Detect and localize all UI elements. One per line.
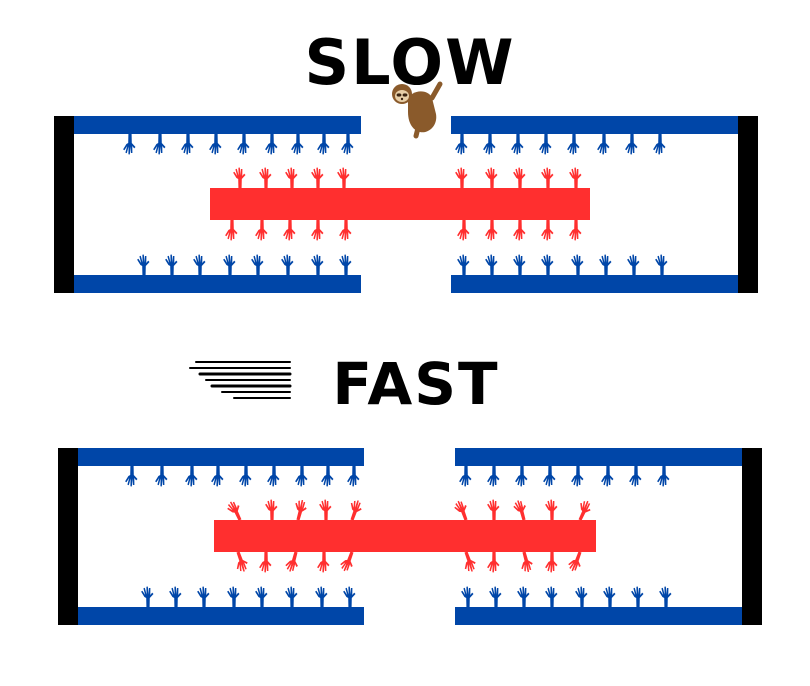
- thin-filament-top-left: [74, 116, 361, 134]
- thin-filament-top-right: [455, 448, 742, 466]
- z-disc-right: [742, 448, 762, 625]
- sloth-icon: [392, 81, 443, 139]
- thick-filament: [214, 520, 596, 552]
- thick-filament: [210, 188, 590, 220]
- thin-filament-top-right: [451, 116, 738, 134]
- z-disc-left: [58, 448, 78, 625]
- thin-filament-bottom-right: [455, 607, 742, 625]
- thin-filament-top-left: [78, 448, 364, 466]
- panel-title-slow: SLOW: [304, 26, 515, 99]
- thin-filament-bottom-left: [78, 607, 364, 625]
- speed-lines-icon: [189, 361, 292, 399]
- panel-fast: FAST: [58, 350, 762, 625]
- thin-filament-bottom-left: [74, 275, 361, 293]
- panel-title-fast: FAST: [332, 350, 499, 418]
- panel-slow: SLOW: [54, 26, 758, 293]
- z-disc-left: [54, 116, 74, 293]
- thin-filament-bottom-right: [451, 275, 738, 293]
- z-disc-right: [738, 116, 758, 293]
